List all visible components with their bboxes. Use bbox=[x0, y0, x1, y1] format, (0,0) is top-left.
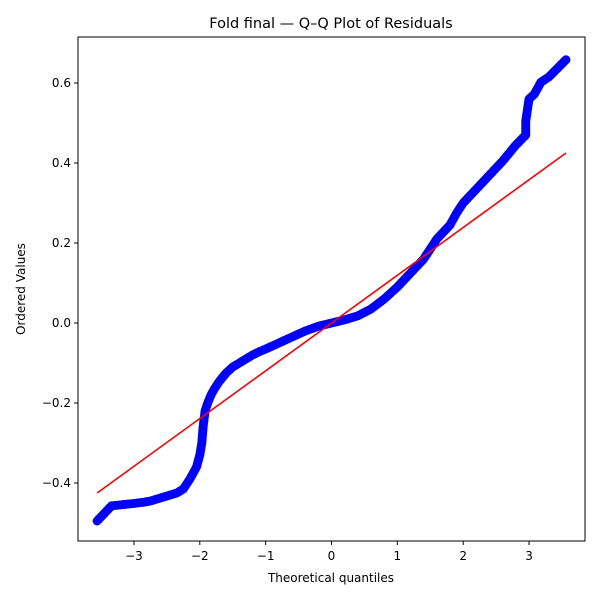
y-tick-label: 0.0 bbox=[52, 316, 71, 330]
x-tick-label: 1 bbox=[394, 549, 402, 563]
plot-area bbox=[78, 37, 585, 541]
x-tick-label: 0 bbox=[328, 549, 336, 563]
y-tick-label: 0.4 bbox=[52, 156, 71, 170]
data-point bbox=[561, 55, 571, 65]
chart-title: Fold final — Q–Q Plot of Residuals bbox=[209, 16, 453, 32]
y-tick-label: 0.6 bbox=[52, 76, 71, 90]
fit-line bbox=[96, 152, 567, 494]
x-tick-label: −1 bbox=[257, 549, 275, 563]
y-axis: −0.4 −0.2 0.0 0.2 0.4 0.6 bbox=[42, 76, 78, 490]
x-tick-label: −2 bbox=[191, 549, 209, 563]
x-tick-label: −3 bbox=[125, 549, 143, 563]
x-axis: −3 −2 −1 0 1 2 3 bbox=[125, 541, 533, 563]
x-tick-label: 2 bbox=[459, 549, 467, 563]
y-tick-label: −0.4 bbox=[42, 476, 71, 490]
fit-line-layer bbox=[96, 152, 567, 494]
y-axis-label: Ordered Values bbox=[14, 243, 28, 335]
x-axis-label: Theoretical quantiles bbox=[267, 571, 394, 585]
x-tick-label: 3 bbox=[525, 549, 533, 563]
y-tick-label: −0.2 bbox=[42, 396, 71, 410]
y-tick-label: 0.2 bbox=[52, 236, 71, 250]
